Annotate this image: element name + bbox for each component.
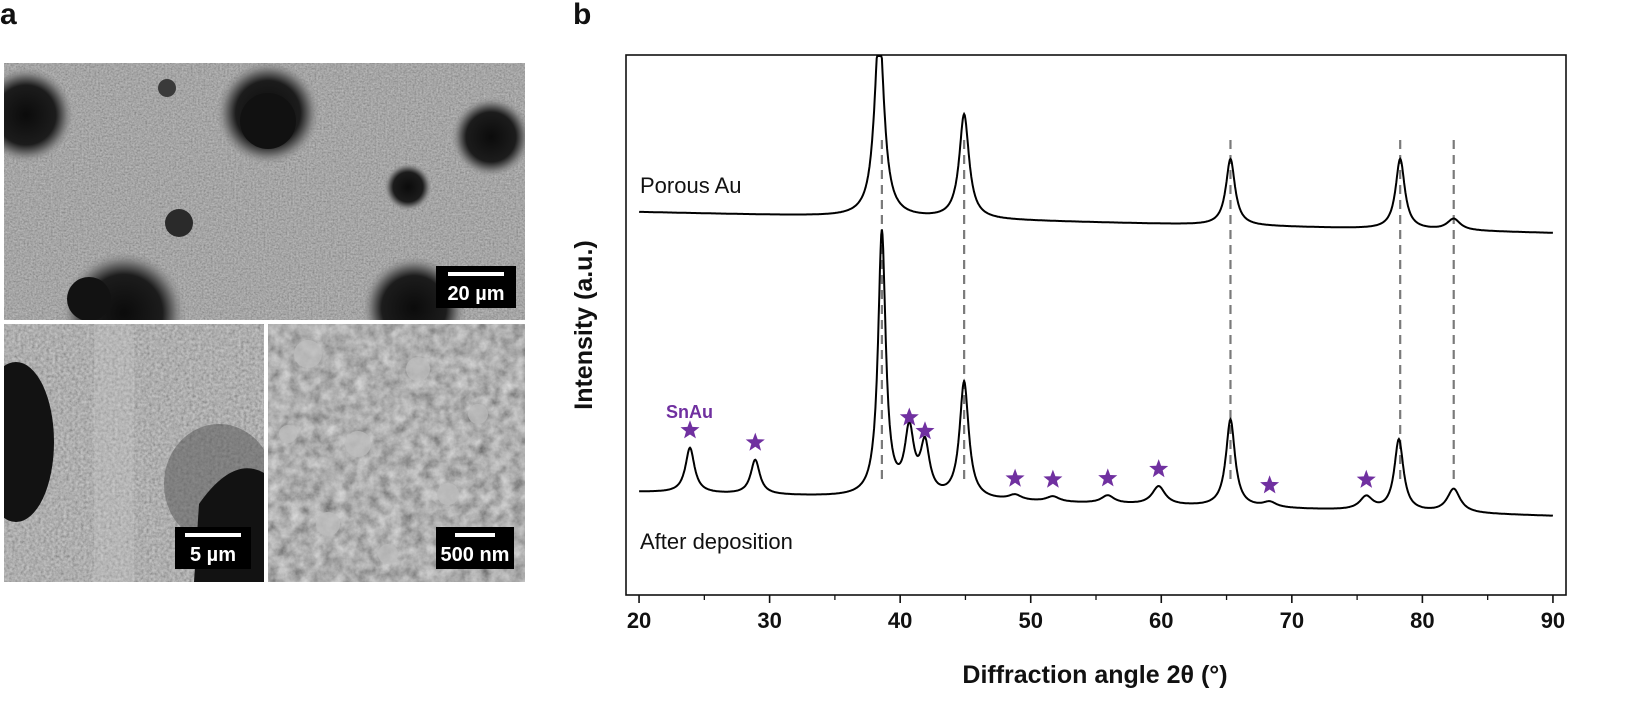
panel-label-b: b: [573, 0, 592, 31]
scalebar-label: 5 µm: [190, 544, 236, 566]
series-line: [638, 55, 1553, 234]
scalebar-5um: 5 µm: [175, 527, 251, 569]
snau-star-marker: [745, 432, 765, 451]
snau-markers: [680, 407, 1376, 494]
y-axis-label: Intensity (a.u.): [570, 240, 598, 409]
sem-image-overview: 20 µm: [4, 63, 525, 320]
x-tick-label: 50: [1018, 608, 1042, 633]
x-axis-ticks: 20 30 40 50 60 70 80 90: [627, 595, 1565, 633]
series-group: [638, 55, 1554, 517]
snau-star-marker: [1098, 468, 1118, 487]
series-label-after-deposition: After deposition: [640, 529, 793, 554]
snau-star-marker: [1149, 459, 1169, 478]
reference-lines: [880, 140, 1455, 480]
snau-star-marker: [1043, 469, 1063, 488]
snau-star-marker: [680, 420, 700, 439]
x-tick-label: 90: [1541, 608, 1565, 633]
snau-star-marker: [1005, 468, 1025, 487]
x-tick-label: 30: [757, 608, 781, 633]
scalebar-label: 20 µm: [447, 283, 505, 305]
scalebar-500nm: 500 nm: [436, 527, 514, 569]
snau-star-marker: [1356, 469, 1376, 488]
x-tick-label: 40: [888, 608, 912, 633]
x-tick-label: 80: [1410, 608, 1434, 633]
series-label-porous-au: Porous Au: [640, 173, 742, 198]
snau-star-marker: [899, 407, 919, 426]
plot-frame: [625, 54, 1567, 596]
snau-star-marker: [915, 421, 935, 440]
x-tick-label: 60: [1149, 608, 1173, 633]
x-tick-label: 20: [627, 608, 651, 633]
scalebar-20um: 20 µm: [436, 266, 516, 308]
panel-label-a: a: [0, 0, 17, 31]
snau-label: SnAu: [666, 402, 713, 422]
snau-star-marker: [1260, 475, 1280, 494]
series-line: [639, 229, 1554, 517]
sem-image-zoom: 500 nm: [268, 324, 525, 582]
x-axis-label: Diffraction angle 2θ (°): [962, 661, 1227, 689]
scalebar-label: 500 nm: [440, 544, 510, 566]
sem-image-medium: 5 µm: [4, 324, 264, 582]
x-tick-label: 70: [1280, 608, 1304, 633]
